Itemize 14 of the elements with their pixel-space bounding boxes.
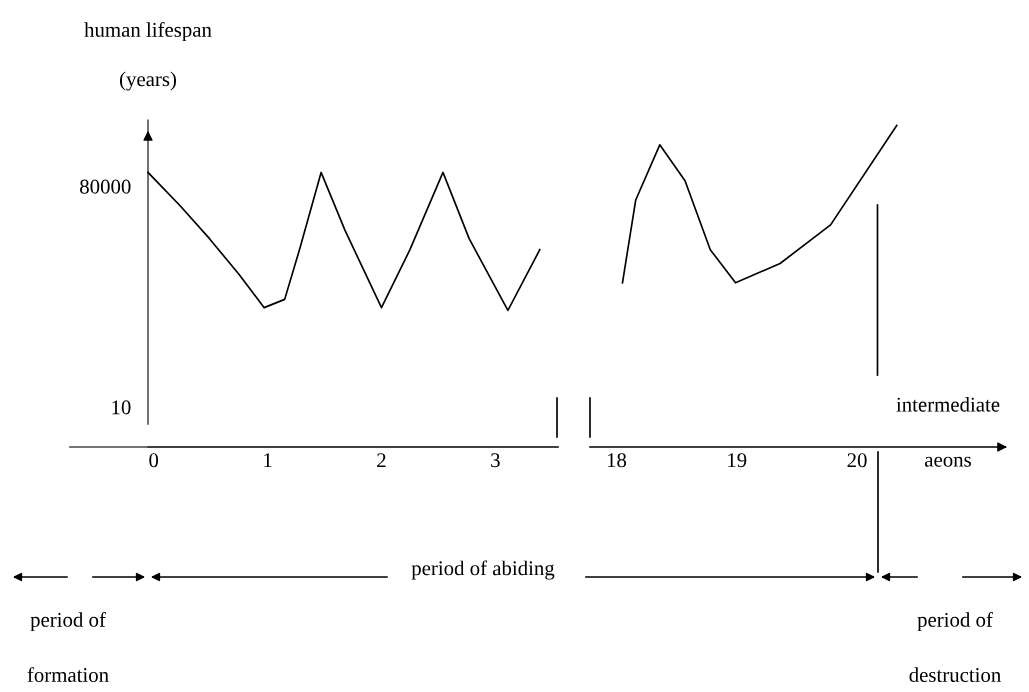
text: period of abiding (411, 560, 555, 580)
y-tick-label: 10 (112, 400, 131, 415)
x-tick-label: 1 (264, 453, 272, 468)
text: period of destruction (909, 612, 1001, 683)
text: human lifespan (years) (84, 22, 212, 91)
x-tick-label: 19 (728, 453, 747, 468)
x-tick-label: 20 (847, 453, 867, 468)
x-tick-label: 3 (491, 453, 500, 468)
y-tick-label: 80000 (80, 179, 131, 194)
x-tick-label: 2 (377, 453, 386, 468)
text: intermediate aeons (896, 396, 1000, 467)
text: period of formation (27, 612, 109, 683)
x-tick-label: 18 (607, 453, 627, 468)
x-tick-label: 0 (149, 453, 159, 468)
